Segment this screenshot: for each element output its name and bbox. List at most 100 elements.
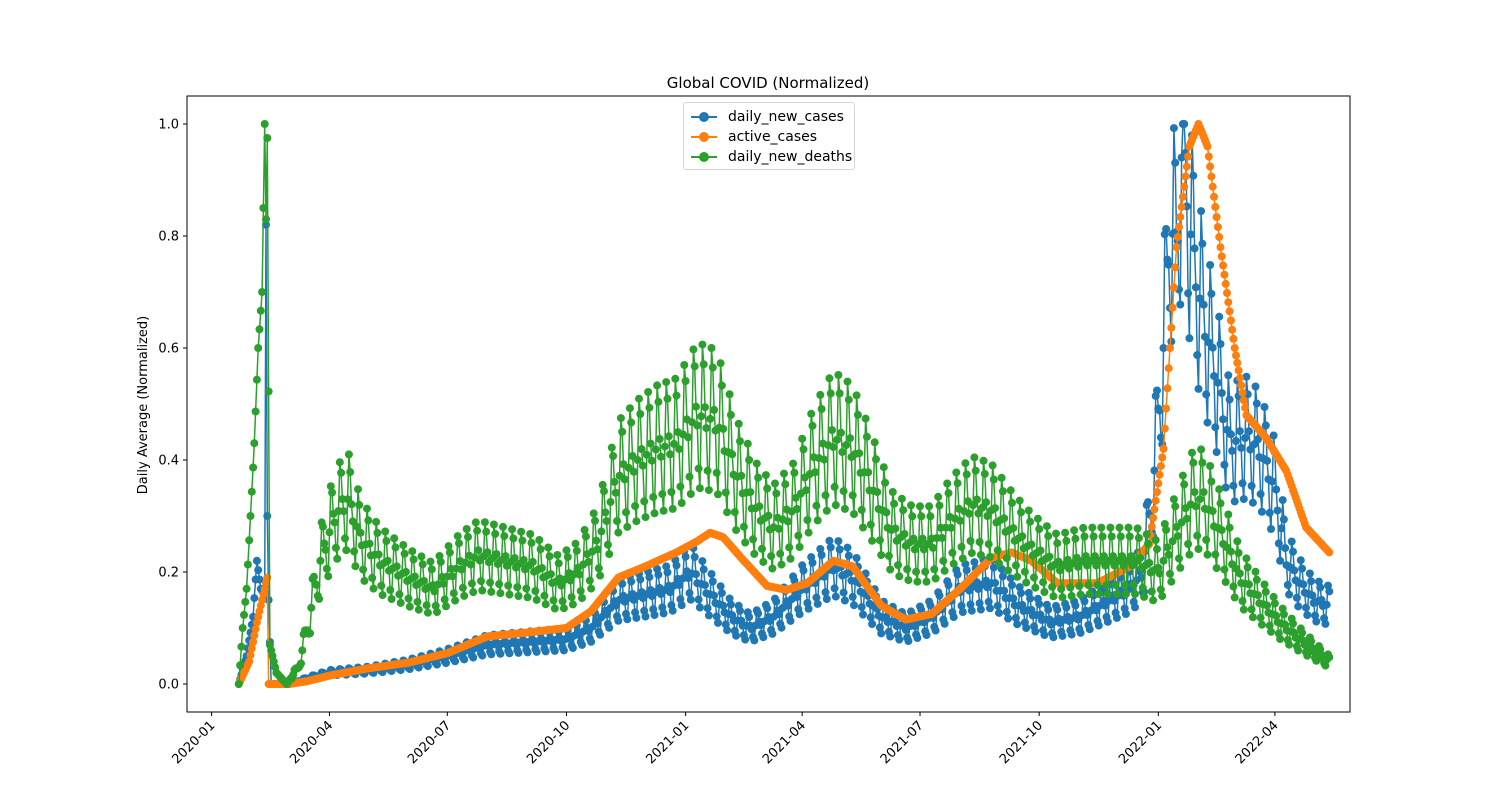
data-point — [667, 488, 676, 496]
data-point — [1044, 605, 1053, 614]
legend: daily_new_cases active_cases daily_new_d… — [683, 102, 855, 170]
data-point — [1080, 532, 1089, 541]
data-point — [601, 508, 610, 517]
data-point — [427, 565, 436, 574]
data-point — [1220, 270, 1229, 279]
series-active_cases — [234, 120, 1334, 688]
data-point — [236, 661, 245, 670]
data-point — [821, 491, 830, 500]
data-point — [330, 518, 339, 527]
data-point — [1289, 547, 1297, 556]
data-point — [843, 543, 852, 552]
data-point — [925, 502, 934, 511]
data-point — [396, 598, 405, 607]
data-point — [1035, 600, 1044, 609]
data-point — [487, 587, 496, 596]
data-point — [297, 659, 305, 668]
data-point — [939, 556, 948, 565]
data-point — [909, 534, 918, 543]
data-point — [774, 610, 783, 619]
data-point — [1049, 633, 1058, 642]
data-point — [1261, 421, 1270, 430]
data-point — [1144, 498, 1152, 507]
data-point — [1194, 384, 1203, 393]
data-point — [355, 500, 364, 509]
data-point — [312, 580, 321, 589]
data-point — [245, 536, 254, 545]
data-point — [1164, 550, 1173, 559]
data-point — [1225, 307, 1234, 316]
data-point — [1276, 635, 1285, 643]
legend-label-daily-new-cases: daily_new_cases — [728, 109, 844, 125]
data-point — [852, 554, 861, 562]
data-point — [976, 551, 985, 559]
data-point — [926, 601, 935, 610]
data-point — [399, 541, 408, 549]
data-point — [264, 596, 273, 604]
data-point — [1219, 415, 1228, 424]
data-point — [813, 516, 822, 525]
legend-marker-daily-new-deaths — [699, 152, 709, 162]
data-point — [1307, 577, 1316, 586]
data-point — [868, 620, 877, 628]
data-point — [1184, 152, 1193, 161]
data-point — [1298, 628, 1307, 637]
data-point — [795, 543, 804, 551]
data-point — [439, 579, 448, 588]
data-point — [1224, 298, 1233, 307]
data-point — [571, 539, 580, 548]
data-point — [455, 539, 463, 548]
data-point — [607, 443, 616, 452]
data-point — [1006, 486, 1015, 495]
data-point — [717, 381, 726, 390]
data-point — [712, 612, 721, 621]
data-point — [984, 540, 993, 549]
data-point — [474, 546, 483, 555]
data-point — [508, 525, 517, 534]
data-point — [707, 570, 716, 578]
data-point — [1045, 552, 1054, 561]
data-point — [895, 635, 904, 644]
data-point — [861, 414, 870, 423]
data-point — [1116, 532, 1125, 541]
data-point — [907, 501, 915, 510]
x-tick-label: 2021-01 — [643, 718, 692, 767]
data-point — [471, 518, 480, 527]
data-point — [703, 604, 712, 613]
data-point — [1153, 545, 1161, 554]
data-point — [1191, 283, 1200, 292]
data-point — [1290, 566, 1299, 575]
data-point — [1322, 600, 1331, 609]
data-point — [719, 424, 728, 433]
data-point — [1163, 543, 1172, 552]
data-point — [1011, 614, 1020, 622]
data-point — [737, 471, 746, 480]
data-point — [413, 597, 422, 606]
data-point — [540, 591, 549, 600]
data-point — [1099, 552, 1108, 561]
data-point — [1178, 192, 1187, 201]
data-point — [545, 552, 554, 561]
data-point — [442, 602, 450, 611]
data-point — [967, 549, 976, 558]
data-point — [1053, 539, 1062, 548]
data-point — [1279, 610, 1288, 619]
data-point — [587, 584, 596, 593]
data-point — [695, 603, 704, 612]
data-point — [1190, 244, 1199, 253]
data-point — [1002, 554, 1011, 563]
data-point — [1325, 548, 1334, 557]
data-point — [786, 616, 795, 625]
data-point — [701, 581, 709, 590]
legend-item-daily-new-cases: daily_new_cases — [684, 107, 854, 127]
data-point — [1185, 550, 1194, 559]
data-point — [505, 649, 514, 658]
data-point — [789, 459, 798, 468]
data-point — [1216, 243, 1225, 252]
data-point — [602, 517, 611, 526]
data-point — [781, 480, 790, 489]
data-point — [448, 572, 457, 581]
data-point — [1211, 423, 1220, 432]
data-point — [256, 306, 265, 315]
data-point — [1189, 458, 1198, 467]
